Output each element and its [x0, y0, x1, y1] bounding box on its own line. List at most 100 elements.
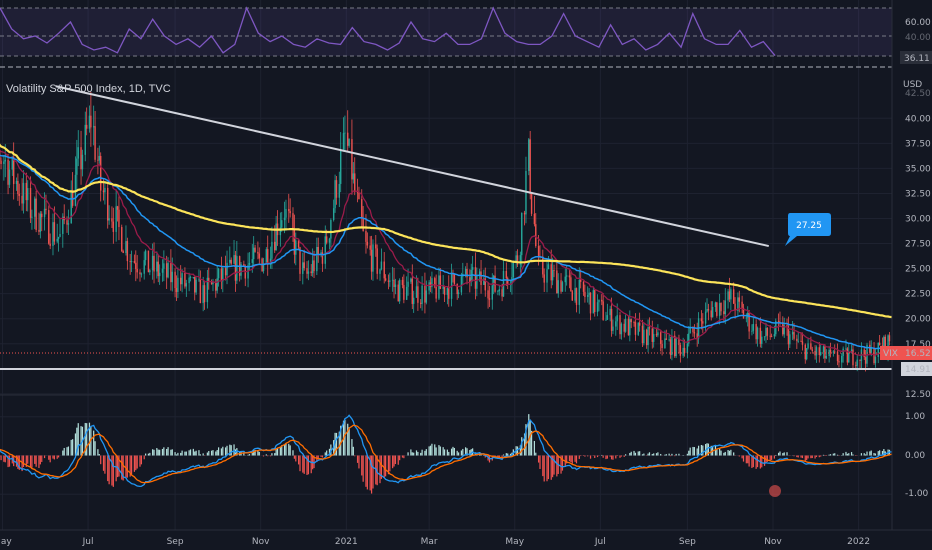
candle-body: [158, 272, 161, 277]
macd-histogram-bar: [806, 455, 808, 461]
macd-histogram-bar: [796, 455, 798, 458]
candle-body: [57, 236, 60, 239]
candle-body: [410, 278, 412, 282]
candle-body: [471, 267, 474, 270]
macd-histogram-bar: [306, 455, 308, 475]
candle-body: [769, 335, 771, 337]
candle-body: [112, 221, 115, 232]
candle-body: [688, 333, 690, 344]
macd-histogram-bar: [184, 451, 186, 456]
candle-body: [832, 351, 835, 353]
candle-body: [59, 233, 61, 237]
candle-body: [325, 236, 328, 243]
time-axis: May Jul Sep Nov 2021 Mar May Jul Sep Nov 2022: [0, 537, 870, 547]
macd-histogram-bar: [686, 453, 688, 456]
candle-body: [852, 349, 854, 366]
macd-histogram-bar: [842, 453, 844, 456]
candle-body: [669, 339, 672, 356]
candle-body: [584, 291, 586, 297]
candle-body: [551, 270, 554, 281]
candle-body: [431, 278, 433, 287]
macd-histogram-bar: [362, 455, 364, 482]
candle-body: [678, 337, 680, 346]
macd-histogram-bar: [35, 455, 37, 467]
candle-body: [351, 139, 353, 180]
macd-histogram-bar: [881, 450, 884, 456]
macd-histogram-bar: [782, 453, 784, 456]
candle-body: [358, 192, 360, 200]
candle-body: [791, 332, 794, 335]
candle-body: [258, 253, 261, 259]
price-pane[interactable]: 27.25: [0, 85, 932, 372]
candle-body: [606, 315, 609, 320]
candle-body: [714, 302, 717, 307]
candle-body: [67, 223, 70, 225]
macd-histogram-bar: [149, 452, 151, 456]
candle-body: [807, 343, 809, 349]
candle-body: [429, 282, 432, 287]
candle-body: [675, 337, 677, 357]
macd-histogram-bar: [217, 447, 220, 456]
macd-histogram-bar: [832, 453, 834, 456]
macd-histogram-bar: [829, 454, 832, 456]
price-tick: 17.50: [905, 340, 931, 350]
macd-histogram-bar: [629, 452, 631, 456]
candle-body: [761, 336, 763, 344]
candle-body: [71, 190, 74, 206]
candle-body: [129, 261, 131, 263]
candle-body: [674, 335, 676, 357]
rsi-pane[interactable]: [0, 6, 932, 68]
macd-histogram-bar: [702, 445, 704, 456]
macd-histogram-bar: [147, 453, 150, 456]
macd-histogram-bar: [619, 455, 621, 458]
macd-pane[interactable]: [0, 414, 932, 497]
candle-body: [320, 252, 322, 255]
macd-histogram-bar: [328, 448, 331, 456]
trendline-target-badge[interactable]: 27.25: [785, 213, 831, 246]
macd-histogram-bar: [39, 455, 41, 465]
macd-histogram-bar: [724, 451, 726, 456]
candle-body: [25, 182, 28, 201]
time-tick: May: [505, 537, 524, 547]
candle-body: [874, 356, 877, 364]
macd-histogram-bar: [571, 455, 573, 464]
descending-trendline[interactable]: [55, 85, 769, 248]
candle-body: [356, 192, 359, 193]
macd-histogram-bar: [299, 455, 301, 472]
candle-body: [257, 251, 259, 254]
candle-body: [804, 344, 806, 360]
macd-histogram-bar: [556, 455, 558, 477]
macd-histogram-bar: [248, 454, 251, 456]
candle-body: [711, 306, 714, 318]
macd-histogram-bar: [366, 455, 368, 490]
macd-histogram-bar: [763, 455, 766, 466]
candle-body: [157, 261, 159, 277]
support-level-badge: 14.91: [901, 362, 932, 376]
candle-body: [793, 332, 795, 339]
candle-body: [376, 248, 378, 274]
macd-histogram-bar: [361, 455, 363, 476]
time-tick: Sep: [679, 537, 696, 547]
candle-body: [165, 263, 168, 278]
candle-body: [167, 262, 169, 278]
macd-histogram-bar: [297, 455, 300, 465]
candle-body: [111, 218, 113, 222]
macd-histogram-bar: [376, 455, 378, 486]
ema-blue-line: [0, 154, 932, 350]
macd-histogram-bar: [505, 453, 507, 456]
candle-body: [222, 268, 224, 282]
macd-histogram-bar: [88, 422, 91, 456]
candle-body: [435, 286, 437, 299]
candle-body: [38, 229, 40, 232]
macd-histogram-bar: [553, 455, 555, 475]
candle-body: [448, 287, 450, 299]
candle-body: [292, 213, 294, 230]
candle-body: [125, 241, 127, 254]
macd-histogram-bar: [122, 455, 124, 481]
macd-histogram-bar: [457, 452, 460, 456]
macd-histogram-bar: [43, 455, 46, 459]
macd-line: [0, 414, 932, 488]
candle-body: [3, 161, 5, 165]
candle-body: [4, 159, 6, 162]
